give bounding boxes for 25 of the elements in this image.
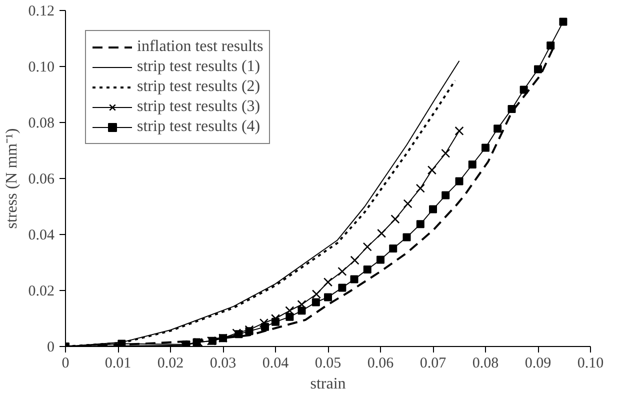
legend-label: strip test results (3)	[137, 98, 260, 116]
y-tick-label: 0.06	[28, 172, 55, 188]
x-tick-label: 0.06	[367, 356, 394, 372]
x-tick-label: 0.08	[472, 356, 499, 372]
y-axis-title: stress (N mm⁻¹)	[3, 128, 20, 229]
x-tick-label: 0.04	[262, 356, 290, 372]
x-tick-label: 0.02	[157, 356, 184, 372]
x-tick-label: 0.05	[314, 356, 342, 372]
y-tick-label: 0.12	[28, 4, 54, 20]
y-tick-label: 0.04	[28, 228, 55, 244]
x-tick-label: 0.03	[210, 356, 236, 372]
y-tick-label: 0.08	[28, 116, 54, 132]
legend-label: inflation test results	[137, 38, 264, 56]
legend-label: strip test results (2)	[137, 78, 260, 96]
y-tick-label: 0	[47, 340, 54, 356]
x-tick-label: 0.10	[577, 356, 604, 372]
x-tick-label: 0.09	[524, 356, 552, 372]
x-tick-label: 0	[62, 356, 70, 372]
y-tick-label: 0.02	[28, 284, 54, 300]
legend-label: strip test results (1)	[137, 58, 260, 76]
x-tick-label: 0.01	[104, 356, 132, 372]
legend-label: strip test results (4)	[137, 118, 260, 136]
y-tick-label: 0.10	[28, 60, 54, 76]
x-tick-label: 0.07	[420, 356, 447, 372]
x-axis-title: strain	[310, 376, 346, 392]
